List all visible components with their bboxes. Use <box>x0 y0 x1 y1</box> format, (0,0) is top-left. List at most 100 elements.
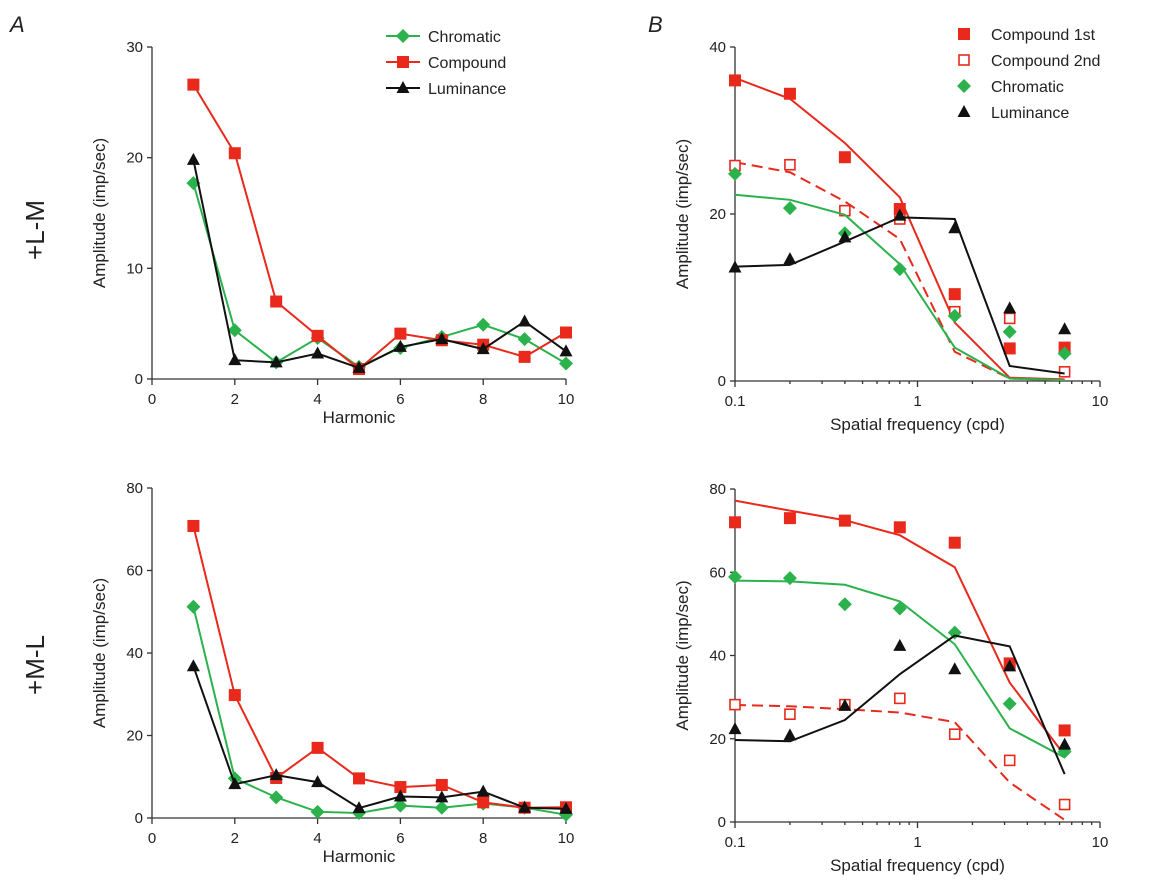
data-point <box>187 519 200 532</box>
data-point <box>269 790 284 805</box>
series-line <box>192 665 567 810</box>
y-tick-label: 0 <box>135 810 143 827</box>
data-point <box>728 260 742 273</box>
y-tick-label: 40 <box>709 39 726 56</box>
data-point <box>269 355 283 368</box>
fit-curve <box>734 161 1065 382</box>
panel-label-a: A <box>8 12 25 37</box>
fit-curve <box>734 634 1066 775</box>
data-point <box>1058 366 1071 378</box>
series-line <box>192 182 567 368</box>
data-point <box>435 332 449 345</box>
data-point <box>837 597 852 612</box>
x-tick-label: 0.1 <box>725 834 746 851</box>
series-chromatic <box>728 166 1072 382</box>
legend-marker <box>396 81 410 93</box>
data-point <box>476 317 491 332</box>
data-point <box>352 801 366 814</box>
data-point <box>311 329 324 342</box>
data-point <box>394 327 407 340</box>
series-line <box>192 159 567 370</box>
legend-entry: Chromatic <box>386 29 501 46</box>
legend-entry: Chromatic <box>957 79 1064 96</box>
data-point <box>477 796 490 809</box>
legend-marker <box>397 56 409 68</box>
data-point <box>559 356 573 371</box>
data-point <box>1058 798 1071 811</box>
chart-a-top-harmonics: 0 10 20 30 0 2 4 6 8 10 Harmonic Amplitude (imp/sec… <box>90 29 574 427</box>
data-point <box>893 638 907 651</box>
data-point <box>729 516 741 529</box>
data-point <box>394 781 407 794</box>
legend-label: Compound <box>428 55 506 72</box>
series-luminance-triangle <box>728 634 1072 775</box>
y-tick-label: 0 <box>718 373 726 390</box>
data-point <box>311 346 325 359</box>
series-compound-square <box>187 519 572 814</box>
data-point <box>311 741 324 754</box>
x-tick-label: 1 <box>913 834 921 851</box>
legend-marker <box>396 29 410 43</box>
data-point <box>1058 724 1071 737</box>
data-point <box>948 536 961 549</box>
data-point <box>838 514 851 527</box>
data-point <box>227 323 242 338</box>
data-point <box>1002 324 1017 339</box>
legend-marker <box>958 28 970 40</box>
data-point <box>353 772 365 785</box>
data-point <box>783 87 796 100</box>
legend-label: Chromatic <box>428 29 501 46</box>
series-luminance <box>728 208 1072 375</box>
data-point <box>1002 696 1017 711</box>
data-point <box>947 625 962 640</box>
data-point <box>393 339 407 352</box>
x-tick-label: 1 <box>913 393 921 410</box>
y-tick-label: 80 <box>709 481 726 498</box>
x-tick-label: 4 <box>313 830 321 847</box>
x-tick-label: 0.1 <box>725 393 746 410</box>
data-point <box>352 360 366 373</box>
data-point <box>476 342 490 355</box>
data-point <box>186 659 200 672</box>
chart-a-bottom-harmonics: 0 20 40 60 80 0 2 4 6 8 10 Harmonic Amplitude (imp/s… <box>90 480 574 866</box>
data-point <box>228 689 241 702</box>
data-point <box>948 728 961 740</box>
x-axis-label: Harmonic <box>323 408 396 427</box>
data-point <box>1058 737 1072 750</box>
legend: Chromatic Compound Luminance <box>386 29 506 98</box>
data-point <box>228 353 242 366</box>
data-point <box>783 728 797 741</box>
data-point <box>434 800 449 815</box>
x-axis-label: Spatial frequency (cpd) <box>830 856 1005 875</box>
series-chromatic-diamond <box>186 599 573 822</box>
x-tick-label: 6 <box>396 830 404 847</box>
x-tick-label: 2 <box>231 830 239 847</box>
fit-curve <box>734 76 1065 381</box>
y-axis-label: Amplitude (imp/sec) <box>673 139 692 289</box>
row-label-l-minus-m: +L-M <box>20 200 50 260</box>
x-tick-label: 8 <box>479 830 487 847</box>
y-axis-label: Amplitude (imp/sec) <box>90 138 109 288</box>
legend-entry: Compound <box>386 55 506 72</box>
data-point <box>894 692 906 705</box>
data-point <box>948 288 961 301</box>
y-tick-label: 10 <box>126 260 143 277</box>
x-tick-label: 0 <box>148 391 156 408</box>
data-point <box>476 784 490 797</box>
data-point <box>1003 301 1017 314</box>
legend-label: Luminance <box>428 81 506 98</box>
y-tick-label: 20 <box>709 206 726 223</box>
fit-curve <box>734 499 1066 757</box>
y-axis-label: Amplitude (imp/sec) <box>90 578 109 728</box>
legend-entry: Compound 1st <box>958 27 1096 44</box>
legend-marker <box>957 79 971 93</box>
y-tick-label: 60 <box>126 563 143 580</box>
legend-marker <box>957 105 971 117</box>
data-point <box>187 78 200 91</box>
data-point <box>559 801 573 814</box>
y-tick-label: 20 <box>709 731 726 748</box>
data-point <box>393 798 408 813</box>
y-tick-label: 0 <box>718 814 726 831</box>
series-luminance-triangle <box>186 659 573 814</box>
